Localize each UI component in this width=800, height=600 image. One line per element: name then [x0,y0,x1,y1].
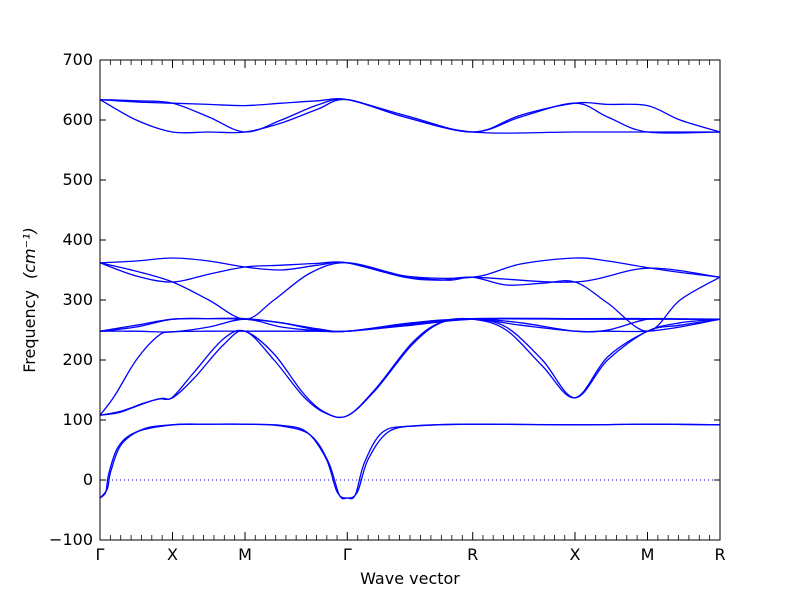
y-tick-label: 600 [62,110,93,129]
band-line-14 [99,98,720,134]
x-tick-label: R [467,545,478,564]
x-tick-label: Γ [96,545,105,564]
y-axis-label: Frequency (cm⁻¹) [20,227,39,372]
band-line-4 [99,317,721,419]
x-tick-label: X [167,545,178,564]
x-tick-label: X [569,545,580,564]
y-tick-label: 300 [62,290,93,309]
band-line-9 [99,262,721,332]
x-tick-label: Γ [343,545,352,564]
y-tick-label: 400 [62,230,93,249]
band-line-11 [99,257,721,279]
band-line-13 [99,98,721,133]
y-tick-label: 200 [62,350,93,369]
x-axis-label: Wave vector [360,569,460,588]
band-line-2 [99,423,721,499]
y-axis-label-text: Frequency [20,290,39,373]
x-tick-label: M [641,545,655,564]
y-tick-label: 0 [83,470,93,489]
x-tick-label: M [238,545,252,564]
x-tick-label: R [714,545,725,564]
y-tick-label: 700 [62,50,93,69]
band-line-8 [99,317,721,333]
y-axis-label-unit: (cm⁻¹) [20,227,39,279]
y-tick-label: 500 [62,170,93,189]
y-tick-label: 100 [62,410,93,429]
y-tick-label: −100 [49,530,93,549]
